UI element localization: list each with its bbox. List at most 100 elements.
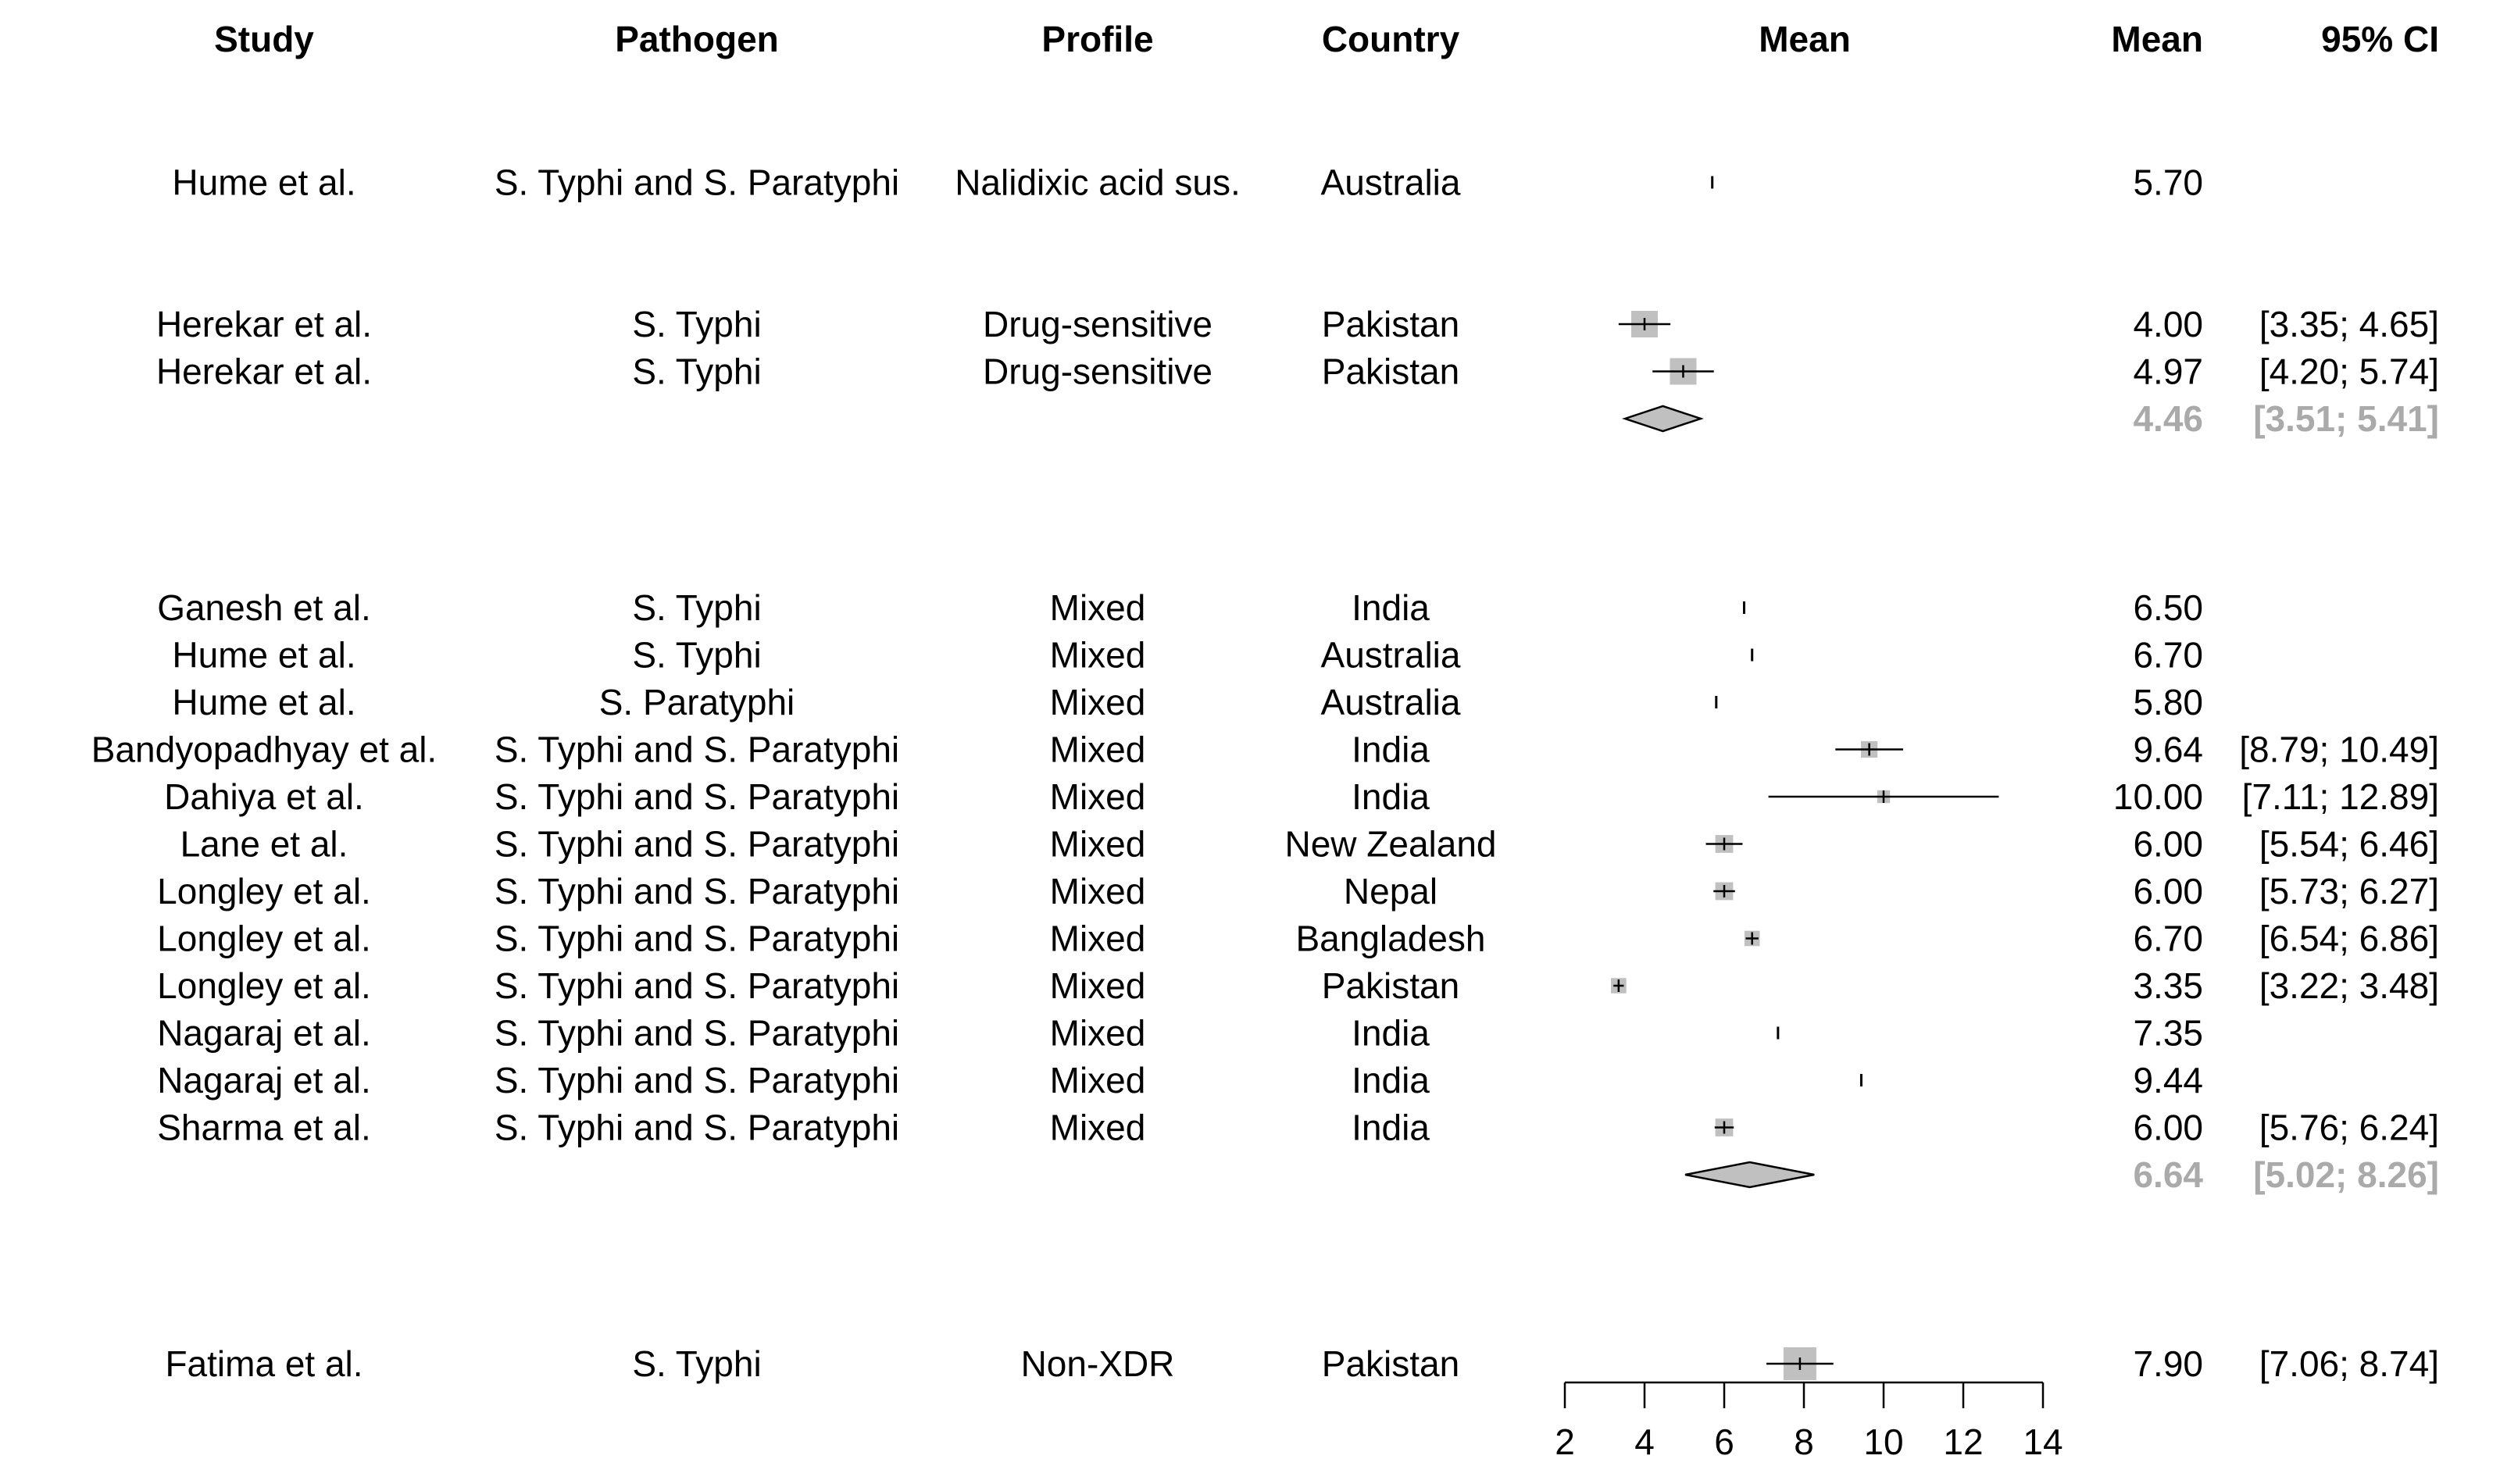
study-name: Dahiya et al.	[164, 776, 364, 817]
x-tick-label: 4	[1634, 1422, 1655, 1462]
header-plot-mean: Mean	[1759, 19, 1851, 59]
profile-label: Mixed	[1050, 1060, 1146, 1101]
country-label: India	[1352, 587, 1430, 628]
mean-value: 6.00	[2133, 871, 2203, 911]
mean-value: 6.70	[2133, 919, 2203, 959]
ci-value: [5.73; 6.27]	[2259, 871, 2439, 911]
study-name: Hume et al.	[172, 162, 355, 203]
country-label: India	[1352, 730, 1430, 770]
pathogen-label: S. Typhi	[632, 635, 761, 676]
study-row: Ganesh et al. S. Typhi Mixed India 6.50	[157, 587, 2203, 628]
ci-value: [7.06; 8.74]	[2259, 1343, 2439, 1384]
study-name: Ganesh et al.	[157, 587, 371, 628]
pooled-mean-value: 4.46	[2133, 398, 2203, 439]
profile-label: Non-XDR	[1021, 1343, 1175, 1384]
study-name: Bandyopadhyay et al.	[91, 730, 437, 770]
mean-value: 6.00	[2133, 1108, 2203, 1148]
pooled-row: 6.64 [5.02; 8.26]	[2133, 1154, 2439, 1195]
country-label: India	[1352, 1013, 1430, 1054]
mean-value: 5.80	[2133, 682, 2203, 722]
study-row: Hume et al. S. Paratyphi Mixed Australia 5.8…	[172, 682, 2203, 722]
header-mean: Mean	[2111, 19, 2203, 59]
study-name: Hume et al.	[172, 635, 355, 676]
mean-value: 6.00	[2133, 824, 2203, 865]
study-row: Longley et al. S. Typhi and S. Paratyphi M…	[157, 919, 2439, 959]
pathogen-label: S. Typhi and S. Paratyphi	[495, 162, 899, 203]
study-name: Lane et al.	[180, 824, 348, 865]
ci-value: [4.20; 5.74]	[2259, 351, 2439, 392]
study-row: Fatima et al. S. Typhi Non-XDR Pakistan 7.90…	[165, 1343, 2439, 1384]
pathogen-label: S. Typhi and S. Paratyphi	[495, 776, 899, 817]
mean-value: 4.00	[2133, 304, 2203, 344]
study-row: Nagaraj et al. S. Typhi and S. Paratyphi M…	[157, 1013, 2203, 1054]
profile-label: Mixed	[1050, 965, 1146, 1006]
study-name: Longley et al.	[157, 965, 371, 1006]
country-label: India	[1352, 1060, 1430, 1101]
profile-label: Mixed	[1050, 824, 1146, 865]
forest-marks	[1611, 176, 1999, 1380]
pathogen-label: S. Typhi and S. Paratyphi	[495, 1060, 899, 1101]
x-tick-label: 8	[1794, 1422, 1814, 1462]
mean-value: 9.64	[2133, 730, 2203, 770]
study-row: Hume et al. S. Typhi Mixed Australia 6.70	[172, 635, 2203, 676]
profile-label: Mixed	[1050, 776, 1146, 817]
pathogen-label: S. Typhi and S. Paratyphi	[495, 1108, 899, 1148]
mean-value: 5.70	[2133, 162, 2203, 203]
study-row: Herekar et al. S. Typhi Drug-sensitive Paki…	[156, 304, 2439, 344]
pathogen-label: S. Typhi	[632, 351, 761, 392]
country-label: Pakistan	[1322, 351, 1459, 392]
ci-value: [6.54; 6.86]	[2259, 919, 2439, 959]
header-country: Country	[1322, 19, 1460, 59]
country-label: Pakistan	[1322, 1343, 1459, 1384]
study-name: Nagaraj et al.	[157, 1013, 371, 1054]
pathogen-label: S. Typhi and S. Paratyphi	[495, 919, 899, 959]
pooled-ci-value: [5.02; 8.26]	[2253, 1154, 2439, 1195]
profile-label: Nalidixic acid sus.	[955, 162, 1241, 203]
column-headers: Study Pathogen Profile Country Mean Mean…	[214, 19, 2439, 59]
profile-label: Drug-sensitive	[983, 351, 1212, 392]
header-ci: 95% CI	[2321, 19, 2439, 59]
mean-value: 3.35	[2133, 965, 2203, 1006]
profile-label: Mixed	[1050, 587, 1146, 628]
x-tick-label: 14	[2023, 1422, 2062, 1462]
country-label: Pakistan	[1322, 304, 1459, 344]
study-name: Fatima et al.	[165, 1343, 362, 1384]
study-name: Sharma et al.	[157, 1108, 371, 1148]
ci-value: [3.35; 4.65]	[2259, 304, 2439, 344]
profile-label: Drug-sensitive	[983, 304, 1212, 344]
pathogen-label: S. Typhi and S. Paratyphi	[495, 965, 899, 1006]
study-row: Dahiya et al. S. Typhi and S. Paratyphi Mi…	[164, 776, 2439, 817]
header-profile: Profile	[1041, 19, 1153, 59]
country-label: India	[1352, 1108, 1430, 1148]
pathogen-label: S. Typhi	[632, 304, 761, 344]
x-axis: 2 4 6 8 10 12 14	[1555, 1381, 2063, 1462]
pathogen-label: S. Typhi	[632, 1343, 761, 1384]
mean-value: 4.97	[2133, 351, 2203, 392]
mean-value: 7.90	[2133, 1343, 2203, 1384]
ci-value: [5.54; 6.46]	[2259, 824, 2439, 865]
study-name: Herekar et al.	[156, 351, 372, 392]
profile-label: Mixed	[1050, 919, 1146, 959]
country-label: Australia	[1321, 635, 1461, 676]
ci-value: [5.76; 6.24]	[2259, 1108, 2439, 1148]
mean-value: 9.44	[2133, 1060, 2203, 1101]
country-label: Nepal	[1344, 871, 1438, 911]
study-name: Herekar et al.	[156, 304, 372, 344]
mean-value: 10.00	[2113, 776, 2203, 817]
study-row: Sharma et al. S. Typhi and S. Paratyphi Mi…	[157, 1108, 2439, 1148]
pooled-mean-value: 6.64	[2133, 1154, 2203, 1195]
header-pathogen: Pathogen	[615, 19, 779, 59]
x-tick-label: 2	[1555, 1422, 1575, 1462]
study-row: Nagaraj et al. S. Typhi and S. Paratyphi M…	[157, 1060, 2203, 1101]
study-row: Lane et al. S. Typhi and S. Paratyphi Mixe…	[180, 824, 2439, 865]
ci-value: [8.79; 10.49]	[2239, 730, 2439, 770]
pathogen-label: S. Typhi	[632, 587, 761, 628]
country-label: India	[1352, 776, 1430, 817]
country-label: Bangladesh	[1296, 919, 1486, 959]
profile-label: Mixed	[1050, 1013, 1146, 1054]
pathogen-label: S. Typhi and S. Paratyphi	[495, 1013, 899, 1054]
pathogen-label: S. Typhi and S. Paratyphi	[495, 871, 899, 911]
ci-value: [3.22; 3.48]	[2259, 965, 2439, 1006]
profile-label: Mixed	[1050, 635, 1146, 676]
